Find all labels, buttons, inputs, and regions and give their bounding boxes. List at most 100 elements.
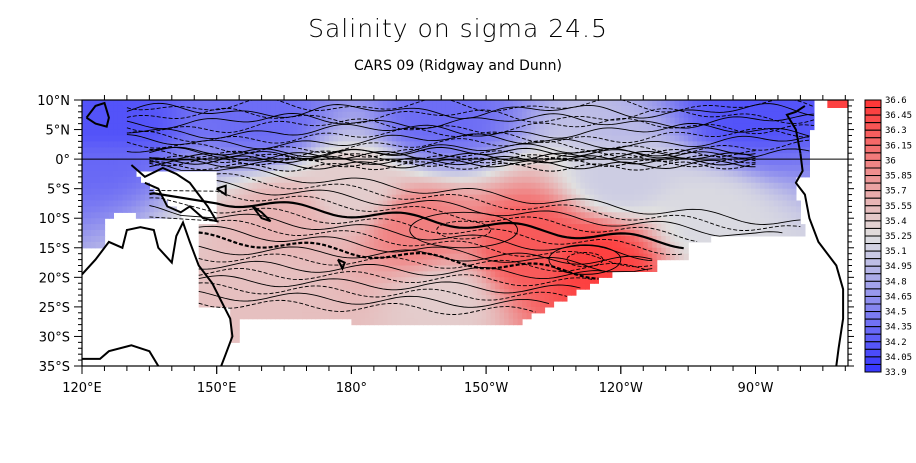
field-cell [607,100,613,107]
field-cell [351,218,357,225]
field-cell [557,182,563,190]
field-cell [234,253,240,261]
field-cell [683,100,689,107]
field-cell [427,271,433,278]
field-cell [423,170,429,178]
field-cell [549,253,555,261]
field-cell [288,283,294,290]
field-cell [513,129,519,137]
field-cell [562,230,568,237]
field-cell [513,247,519,255]
field-cell [535,117,541,125]
field-cell [499,182,505,190]
field-cell [715,100,721,107]
field-cell [517,265,523,272]
field-cell [396,224,402,231]
field-cell [804,170,810,178]
field-cell [674,100,680,107]
field-cell [351,241,357,249]
field-cell [405,117,411,125]
field-cell [405,295,411,302]
field-cell [575,224,581,231]
field-cell [472,259,478,267]
field-cell [126,206,132,213]
field-cell [234,301,240,308]
field-cell [661,111,667,119]
field-cell [364,176,370,184]
field-cell [95,111,101,119]
field-cell [418,129,424,137]
field-cell [364,312,370,320]
field-cell [91,212,97,219]
field-cell [257,111,263,119]
field-cell [284,212,290,219]
field-cell [463,200,469,207]
field-cell [477,153,483,160]
field-cell [441,123,447,131]
field-cell [230,253,236,261]
field-cell [638,141,644,148]
field-cell [82,105,88,113]
field-cell [91,165,97,172]
field-cell [414,259,420,267]
field-cell [504,141,510,148]
field-cell [513,259,519,267]
field-cell [432,147,438,154]
field-cell [131,206,137,213]
field-cell [113,123,119,131]
field-cell [701,165,707,172]
field-cell [337,129,343,137]
field-cell [490,170,496,178]
field-cell [656,100,662,107]
field-cell [364,230,370,237]
field-cell [804,141,810,148]
field-cell [194,159,200,166]
field-cell [207,147,213,154]
field-cell [508,253,514,261]
field-cell [719,188,725,196]
field-cell [108,165,114,172]
field-cell [733,212,739,219]
field-cell [454,170,460,178]
field-cell [270,241,276,249]
field-cell [733,188,739,196]
field-cell [225,265,231,272]
field-cell [584,259,590,267]
field-cell [652,105,658,113]
field-cell [108,105,114,113]
field-cell [266,283,272,290]
field-cell [113,165,119,172]
field-cell [593,277,599,284]
field-cell [643,147,649,154]
field-cell [216,212,222,219]
field-cell [670,111,676,119]
field-cell [113,153,119,160]
field-cell [620,218,626,225]
field-cell [207,153,213,160]
field-cell [275,182,281,190]
field-cell [239,170,245,178]
field-cell [562,253,568,261]
field-cell [436,170,442,178]
field-cell [409,289,415,296]
field-cell [625,135,631,142]
field-cell [652,165,658,172]
field-cell [324,312,330,320]
field-cell [647,129,653,137]
field-cell [557,271,563,278]
field-cell [549,277,555,284]
field-cell [562,241,568,249]
field-cell [701,182,707,190]
field-cell [315,212,321,219]
field-cell [441,283,447,290]
field-cell [450,283,456,290]
field-cell [674,182,680,190]
field-cell [86,141,92,148]
field-cell [405,318,411,326]
field-cell [697,159,703,166]
field-cell [198,117,204,125]
field-cell [688,165,694,172]
field-cell [616,117,622,125]
field-cell [333,236,339,243]
field-cell [472,100,478,107]
